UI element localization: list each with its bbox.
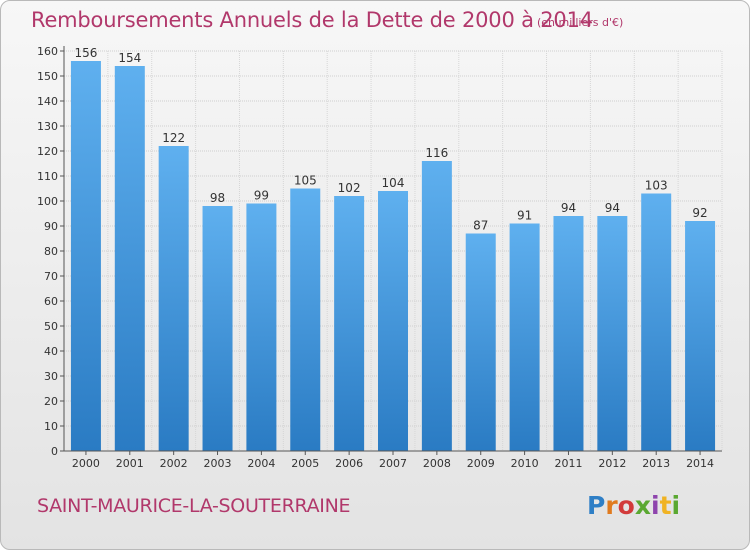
x-tick-label: 2007 [379,457,407,470]
y-tick-label: 90 [44,220,58,233]
x-tick-label: 2014 [686,457,714,470]
data-label: 104 [382,176,405,190]
x-tick-label: 2009 [467,457,495,470]
logo-letter: i [651,491,660,520]
y-tick-label: 130 [37,120,58,133]
bar [246,203,277,451]
data-label: 156 [74,46,97,60]
y-tick-label: 20 [44,395,58,408]
logo-letter: t [659,491,672,520]
logo-letter: P [587,491,606,520]
x-tick-label: 2008 [423,457,451,470]
data-label: 91 [517,209,532,223]
y-tick-label: 160 [37,45,58,58]
y-tick-label: 140 [37,95,58,108]
logo-letter: o [617,491,635,520]
x-tick-label: 2011 [554,457,582,470]
y-tick-label: 120 [37,145,58,158]
x-tick-label: 2002 [160,457,188,470]
bar [465,233,496,451]
axis-layer: 0 10 20 30 40 50 60 70 80 90 100 110 120 130 140 150 160… [37,45,722,470]
y-tick-label: 110 [37,170,58,183]
data-label: 94 [605,201,620,215]
y-tick-label: 40 [44,345,58,358]
data-label: 99 [254,189,269,203]
y-tick-label: 0 [51,445,58,458]
logo-letter: x [634,491,651,520]
x-tick-label: 2001 [116,457,144,470]
bar [158,146,189,451]
x-tick-label: 2004 [247,457,275,470]
x-tick-label: 2005 [291,457,319,470]
label-layer: 156 154 122 98 99 105 102 104 116 87 91 94 94 103 92 [74,46,707,233]
data-label: 92 [692,206,707,220]
bar [70,61,101,451]
y-tick-label: 70 [44,270,58,283]
chart-title: Remboursements Annuels de la Dette de 20… [31,8,593,32]
bar [378,191,408,451]
data-label: 154 [118,51,141,65]
chart-subtitle: (en milliers d'€) [537,16,624,29]
y-tick-label: 30 [44,370,58,383]
data-label: 98 [210,191,225,205]
data-label: 105 [294,174,317,188]
bar [334,196,365,451]
data-label: 87 [473,219,488,233]
y-tick-label: 50 [44,320,58,333]
bar [509,223,540,451]
x-tick-label: 2003 [204,457,232,470]
x-tick-label: 2013 [642,457,670,470]
bar [202,206,233,451]
bar [641,193,672,451]
x-tick-label: 2006 [335,457,363,470]
bar [290,188,321,451]
commune-name: SAINT-MAURICE-LA-SOUTERRAINE [37,495,351,517]
data-label: 102 [338,181,361,195]
data-label: 94 [561,201,576,215]
x-tick-label: 2000 [72,457,100,470]
bar [685,221,716,451]
y-tick-label: 80 [44,245,58,258]
bar [421,161,452,451]
x-tick-label: 2010 [511,457,539,470]
x-tick-label: 2012 [598,457,626,470]
data-label: 122 [162,131,185,145]
bar [553,216,584,451]
data-label: 116 [425,146,448,160]
y-tick-label: 150 [37,70,58,83]
y-tick-label: 10 [44,420,58,433]
y-tick-label: 60 [44,295,58,308]
logo-letter: r [605,491,618,520]
logo-letter: i [671,491,681,520]
bar [597,216,628,451]
y-tick-label: 100 [37,195,58,208]
proxiti-logo[interactable]: Proxiti [587,491,680,520]
bar-layer [70,61,716,451]
data-label: 103 [645,179,668,193]
bar [114,66,145,451]
